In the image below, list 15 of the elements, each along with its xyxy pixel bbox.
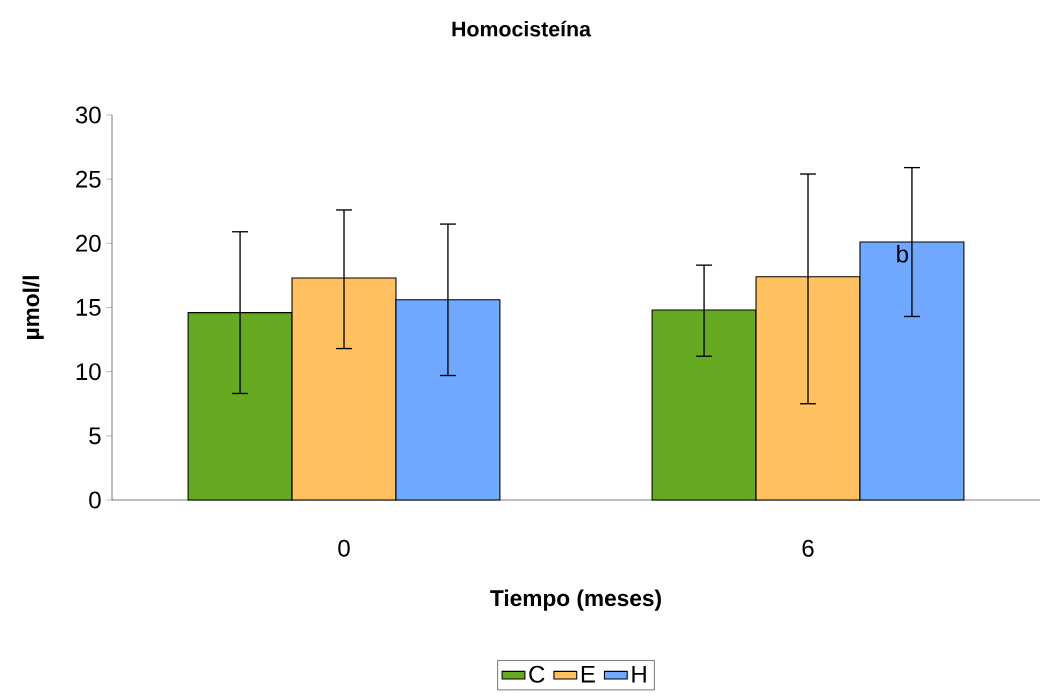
x-axis-title: Tiempo (meses) xyxy=(490,589,661,611)
legend-label: E xyxy=(581,665,595,683)
y-tick-label: 25 xyxy=(76,170,101,188)
y-tick-label: 0 xyxy=(89,491,101,509)
y-tick-label: 20 xyxy=(76,234,101,252)
y-tick-label: 30 xyxy=(75,106,101,124)
y-tick-label: 5 xyxy=(89,427,101,445)
annotation: b xyxy=(897,244,908,263)
chart-title: Homocisteína xyxy=(452,20,592,37)
legend-label: C xyxy=(529,665,545,683)
legend-label: H xyxy=(632,665,646,683)
x-tick-label: 6 xyxy=(802,539,814,557)
y-tick-label: 15 xyxy=(76,299,101,316)
y-axis-title: µmol/l xyxy=(22,276,44,339)
y-tick-label: 10 xyxy=(76,363,101,381)
